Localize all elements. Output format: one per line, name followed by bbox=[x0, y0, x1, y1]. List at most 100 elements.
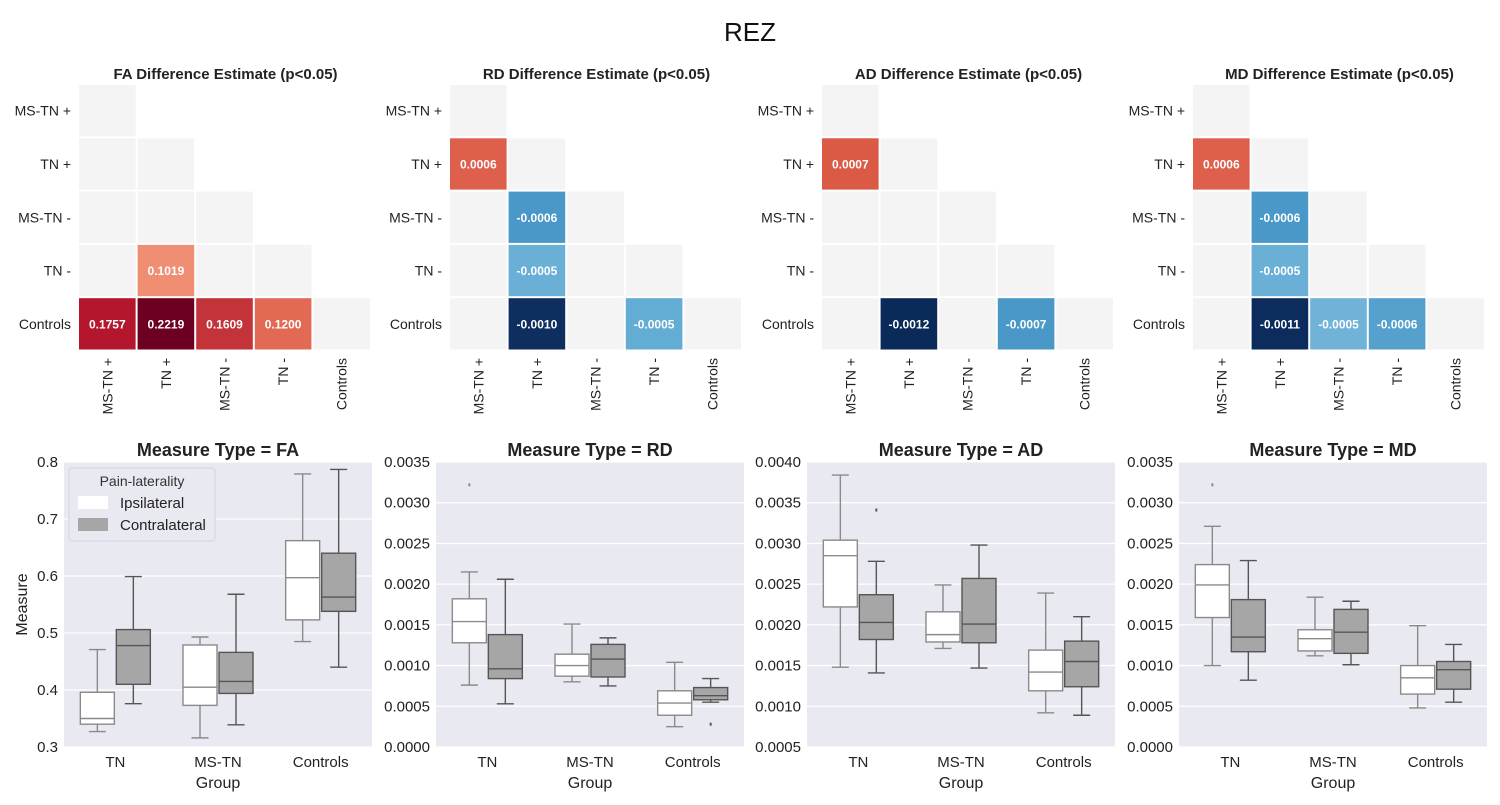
box-contralateral bbox=[320, 468, 357, 668]
heatmap-cell-empty bbox=[822, 85, 879, 137]
heatmap-col-label: TN + bbox=[1272, 358, 1288, 389]
heatmap-cell-empty bbox=[450, 244, 507, 297]
y-tick-label: 0.0020 bbox=[384, 576, 430, 593]
heatmap-col-label: Controls bbox=[705, 358, 721, 410]
box-iqr bbox=[115, 628, 152, 686]
heatmap-cell-empty bbox=[1193, 85, 1250, 137]
heatmap-cell bbox=[997, 298, 1055, 350]
box-iqr bbox=[182, 644, 218, 707]
box-iqr bbox=[1435, 660, 1472, 690]
boxplot-panel-1: 0.3 0.4 0.5 0.6 0.7 0.8 Measure Type = FA TN MS-… bbox=[14, 440, 372, 792]
x-tick-label: MS-TN bbox=[194, 754, 242, 771]
box-iqr bbox=[218, 651, 254, 695]
plot-background bbox=[807, 462, 1115, 747]
box-contralateral bbox=[1230, 559, 1267, 681]
heatmap-col-label: MS-TN - bbox=[588, 358, 604, 411]
heatmap-cell-empty bbox=[1251, 138, 1309, 190]
heatmap-cell bbox=[1251, 298, 1309, 350]
y-tick-label: 0.0010 bbox=[1127, 658, 1173, 675]
box-iqr bbox=[1333, 608, 1369, 655]
heatmap-row-label: TN + bbox=[1154, 156, 1185, 172]
heatmap-row-label: MS-TN + bbox=[386, 103, 442, 119]
y-tick-label: 0.0030 bbox=[384, 495, 430, 512]
box-iqr bbox=[590, 643, 626, 678]
x-axis-label: Group bbox=[568, 775, 613, 792]
y-tick-label: 0.0035 bbox=[1127, 454, 1173, 471]
heatmap-col-label: MS-TN - bbox=[1331, 358, 1347, 411]
x-tick-label: Controls bbox=[1036, 754, 1092, 771]
box-iqr bbox=[692, 686, 729, 701]
heatmap-cell bbox=[508, 298, 566, 350]
heatmap-cell-label: 0.1609 bbox=[206, 317, 243, 331]
box-contralateral bbox=[590, 637, 626, 687]
heatmap-cell-label: -0.0005 bbox=[517, 264, 558, 278]
x-tick-label: MS-TN bbox=[937, 754, 985, 771]
heatmap-row-label: Controls bbox=[19, 316, 71, 332]
heatmap-row-label: MS-TN - bbox=[389, 209, 442, 225]
plot-background bbox=[1179, 462, 1487, 747]
box-iqr bbox=[451, 598, 488, 644]
heatmap-cell-label: -0.0005 bbox=[634, 317, 675, 331]
heatmap-cell-empty bbox=[79, 138, 136, 190]
heatmap-row-label: Controls bbox=[762, 316, 814, 332]
box-flier bbox=[875, 508, 878, 512]
heatmap-cell-empty bbox=[1193, 191, 1250, 243]
heatmap-cell-label: 0.1019 bbox=[148, 264, 185, 278]
box-contralateral bbox=[218, 593, 254, 726]
legend-label: Contralateral bbox=[120, 517, 206, 534]
legend-title: Pain-laterality bbox=[100, 473, 185, 489]
box-ipsilateral bbox=[1399, 624, 1436, 709]
box-contralateral bbox=[115, 575, 152, 705]
heatmap-title: RD Difference Estimate (p<0.05) bbox=[483, 66, 710, 83]
box-iqr bbox=[1230, 598, 1267, 653]
heatmap-cell-label: 0.1757 bbox=[89, 317, 126, 331]
boxplot-title: Measure Type = RD bbox=[507, 440, 672, 460]
heatmap-row-label: TN + bbox=[40, 156, 71, 172]
y-tick-label: 0.0005 bbox=[1127, 698, 1173, 715]
heatmap-cell-empty bbox=[939, 191, 996, 243]
y-tick-label: 0.3 bbox=[37, 739, 58, 756]
heatmap-row-label: TN + bbox=[783, 156, 814, 172]
box-iqr bbox=[822, 539, 859, 608]
box-iqr bbox=[858, 594, 895, 641]
y-tick-label: 0.7 bbox=[37, 511, 58, 528]
heatmap-row-label: Controls bbox=[1133, 316, 1185, 332]
box-flier bbox=[709, 722, 712, 726]
box-ipsilateral bbox=[822, 474, 859, 668]
heatmap-cell-empty bbox=[1193, 244, 1250, 297]
heatmap-panel-4: MD Difference Estimate (p<0.05) 0.0006 -0.… bbox=[1129, 66, 1484, 414]
heatmap-row-label: MS-TN + bbox=[1129, 103, 1185, 119]
heatmap-cell bbox=[137, 244, 195, 297]
heatmap-cell-empty bbox=[1310, 244, 1367, 297]
heatmap-cell bbox=[1193, 138, 1250, 190]
heatmap-row-label: TN - bbox=[787, 263, 815, 279]
heatmap-cell bbox=[508, 191, 566, 243]
heatmap-cell-label: -0.0005 bbox=[1260, 264, 1301, 278]
heatmap-cell-empty bbox=[137, 191, 195, 243]
heatmap-col-label: Controls bbox=[334, 358, 350, 410]
heatmap-col-label: TN - bbox=[275, 358, 291, 386]
heatmap-cell-empty bbox=[450, 298, 507, 350]
heatmap-cell bbox=[1251, 191, 1309, 243]
heatmap-cell bbox=[1310, 298, 1367, 350]
heatmap-cell-label: -0.0006 bbox=[517, 211, 558, 225]
heatmap-cell-label: 0.1200 bbox=[265, 317, 302, 331]
heatmap-cell-empty bbox=[79, 244, 136, 297]
y-tick-label: 0.0005 bbox=[384, 698, 430, 715]
y-tick-label: 0.0030 bbox=[755, 535, 801, 552]
heatmap-title: FA Difference Estimate (p<0.05) bbox=[113, 66, 337, 83]
heatmap-cell-empty bbox=[997, 244, 1055, 297]
heatmap-cell-empty bbox=[880, 138, 938, 190]
heatmap-cell-empty bbox=[939, 244, 996, 297]
box-ipsilateral bbox=[554, 623, 590, 683]
box-iqr bbox=[1297, 629, 1333, 652]
heatmap-col-label: TN + bbox=[529, 358, 545, 389]
heatmap-cell-label: -0.0005 bbox=[1318, 317, 1359, 331]
boxplot-title: Measure Type = FA bbox=[137, 440, 299, 460]
heatmap-cell bbox=[450, 138, 507, 190]
heatmap-cell-empty bbox=[1193, 298, 1250, 350]
heatmap-col-label: TN - bbox=[1389, 358, 1405, 386]
box-iqr bbox=[961, 577, 997, 644]
heatmap-panel-2: RD Difference Estimate (p<0.05) 0.0006 -0.… bbox=[386, 66, 741, 414]
heatmap-cell-label: -0.0010 bbox=[517, 317, 558, 331]
